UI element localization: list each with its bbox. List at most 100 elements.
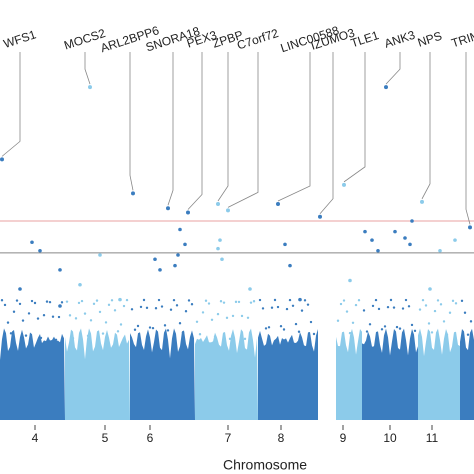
point: [363, 229, 367, 234]
texture-dot: [362, 309, 366, 312]
texture-dot: [9, 332, 13, 335]
texture-dot: [178, 322, 182, 325]
texture-dot: [184, 310, 188, 313]
texture-dot: [98, 310, 102, 314]
texture-dot: [157, 298, 161, 302]
texture-dot: [48, 300, 52, 304]
texture-dot: [77, 301, 81, 305]
point: [403, 236, 407, 240]
texture-dot: [175, 304, 179, 307]
texture-dot: [33, 301, 37, 305]
texture-dot: [222, 301, 226, 304]
point: [98, 253, 102, 257]
chromosome-band: [65, 328, 130, 420]
point: [370, 238, 374, 242]
texture-dot: [309, 320, 313, 324]
annotated-point: [131, 191, 135, 196]
texture-dot: [246, 316, 250, 319]
texture-dot: [68, 314, 72, 317]
leader-line: [129, 52, 134, 191]
texture-dot: [463, 311, 467, 314]
texture-dot: [198, 333, 202, 336]
point: [298, 297, 302, 302]
texture-dot: [261, 307, 265, 310]
texture-dot: [30, 299, 34, 303]
annotated-point: [0, 157, 4, 162]
annotation-label: TRIM: [450, 28, 474, 50]
texture-dot: [466, 333, 470, 336]
annotated-point: [166, 206, 170, 211]
point: [218, 238, 222, 242]
x-tick-label: 4: [32, 431, 39, 445]
point: [158, 268, 162, 272]
texture-dot: [122, 304, 126, 308]
point: [410, 219, 414, 223]
texture-dot: [42, 313, 46, 317]
texture-dot: [279, 325, 283, 328]
chromosome-band: [130, 328, 195, 420]
texture-dot: [357, 299, 361, 302]
texture-dot: [110, 299, 114, 302]
texture-dot: [74, 317, 78, 320]
x-tick-label: 7: [225, 431, 232, 445]
leader-line: [277, 52, 311, 202]
texture-dot: [119, 323, 123, 326]
texture-dot: [386, 305, 390, 309]
texture-dot: [151, 326, 155, 330]
x-tick-label: 11: [426, 431, 439, 445]
annotation-label: NPS: [416, 29, 444, 50]
texture-dot: [267, 326, 271, 329]
annotated-point: [318, 214, 322, 219]
x-tick-label: 10: [383, 431, 397, 445]
texture-dot: [207, 302, 211, 305]
texture-dot: [392, 306, 396, 309]
texture-dot: [342, 299, 346, 302]
leader-line: [385, 52, 401, 85]
texture-dot: [219, 300, 223, 303]
texture-dot: [237, 300, 241, 304]
point: [18, 287, 22, 291]
texture-dot: [228, 337, 232, 341]
texture-dot: [285, 307, 289, 311]
annotated-point: [276, 202, 280, 206]
texture-dot: [27, 312, 31, 315]
point: [428, 287, 432, 291]
texture-dot: [312, 332, 316, 336]
annotated-point: [226, 208, 230, 213]
point: [153, 257, 157, 262]
point: [393, 229, 397, 234]
texture-dot: [86, 334, 90, 338]
texture-dot: [424, 304, 428, 307]
texture-dot: [213, 335, 217, 338]
chromosome-band: [460, 328, 474, 420]
texture-dot: [276, 305, 280, 309]
annotated-point: [186, 210, 190, 215]
x-tick-label: 6: [147, 431, 154, 445]
texture-dot: [454, 302, 458, 305]
texture-dot: [294, 322, 298, 326]
texture-dot: [18, 302, 22, 306]
chromosome-band: [418, 328, 460, 420]
texture-dot: [436, 299, 440, 302]
texture-dot: [368, 323, 372, 326]
texture-dot: [145, 306, 149, 310]
point: [176, 253, 180, 257]
texture-dot: [57, 315, 61, 319]
annotated-point: [342, 182, 346, 187]
texture-dot: [300, 309, 304, 312]
texture-dot: [377, 307, 381, 311]
texture-dot: [95, 299, 99, 302]
texture-dot: [125, 298, 129, 302]
texture-dot: [398, 327, 402, 330]
texture-dot: [252, 300, 256, 303]
leader-line: [1, 52, 21, 157]
point: [183, 242, 187, 247]
texture-dot: [460, 299, 464, 303]
point: [453, 238, 457, 242]
leader-line: [84, 52, 91, 85]
texture-dot: [45, 300, 49, 303]
point: [288, 263, 292, 268]
texture-dot: [231, 314, 235, 318]
texture-dot: [365, 330, 369, 333]
point: [438, 248, 442, 253]
